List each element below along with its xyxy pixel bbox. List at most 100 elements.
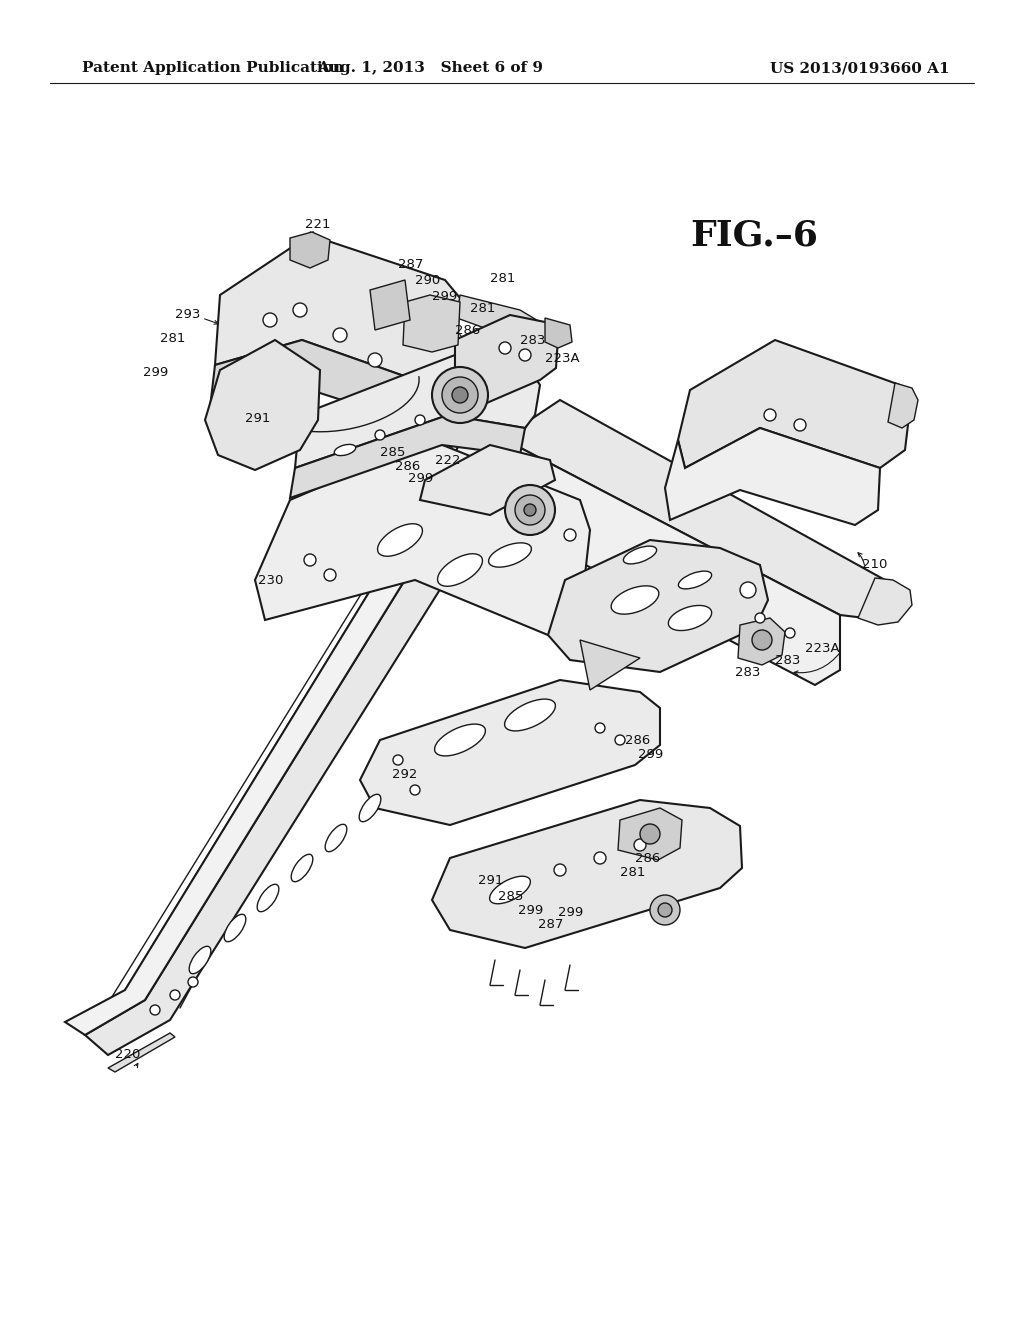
Circle shape <box>410 785 420 795</box>
Circle shape <box>740 582 756 598</box>
Text: Aug. 1, 2013   Sheet 6 of 9: Aug. 1, 2013 Sheet 6 of 9 <box>317 61 543 75</box>
Polygon shape <box>65 395 510 1035</box>
Polygon shape <box>210 341 438 430</box>
Text: 292: 292 <box>392 768 418 781</box>
Circle shape <box>764 409 776 421</box>
Circle shape <box>615 735 625 744</box>
Polygon shape <box>738 618 785 665</box>
Text: 281: 281 <box>470 301 496 314</box>
Circle shape <box>293 304 307 317</box>
Circle shape <box>785 628 795 638</box>
Polygon shape <box>858 578 912 624</box>
Text: 230: 230 <box>258 573 284 586</box>
Ellipse shape <box>291 854 312 882</box>
Polygon shape <box>545 318 572 348</box>
Text: Patent Application Publication: Patent Application Publication <box>82 61 344 75</box>
Ellipse shape <box>505 700 555 731</box>
Text: 210: 210 <box>862 558 888 572</box>
Circle shape <box>263 313 278 327</box>
Circle shape <box>368 352 382 367</box>
Text: 299: 299 <box>432 289 458 302</box>
Ellipse shape <box>624 546 656 564</box>
Ellipse shape <box>669 606 712 631</box>
Circle shape <box>452 387 468 403</box>
Polygon shape <box>888 383 918 428</box>
Polygon shape <box>108 1034 175 1072</box>
Circle shape <box>170 990 180 1001</box>
Polygon shape <box>295 355 540 469</box>
Polygon shape <box>205 341 319 470</box>
Ellipse shape <box>189 946 211 974</box>
Polygon shape <box>420 445 555 515</box>
Text: 281: 281 <box>490 272 515 285</box>
Text: 299: 299 <box>518 903 544 916</box>
Circle shape <box>188 977 198 987</box>
Text: 286: 286 <box>635 851 660 865</box>
Circle shape <box>554 865 566 876</box>
Polygon shape <box>215 235 460 388</box>
Text: 286: 286 <box>455 323 480 337</box>
Polygon shape <box>432 800 742 948</box>
Text: 220: 220 <box>115 1048 140 1061</box>
Polygon shape <box>85 411 540 1055</box>
Ellipse shape <box>326 824 347 851</box>
Circle shape <box>752 630 772 649</box>
Text: 222: 222 <box>435 454 461 466</box>
Text: 283: 283 <box>520 334 546 346</box>
Text: 286: 286 <box>395 459 420 473</box>
Ellipse shape <box>611 586 658 614</box>
Circle shape <box>594 851 606 865</box>
Text: 281: 281 <box>620 866 645 879</box>
Text: 281: 281 <box>160 331 185 345</box>
Text: 291: 291 <box>245 412 270 425</box>
Polygon shape <box>457 294 545 345</box>
Circle shape <box>150 1005 160 1015</box>
Polygon shape <box>548 540 768 672</box>
Circle shape <box>304 554 316 566</box>
Circle shape <box>755 612 765 623</box>
Ellipse shape <box>334 445 355 455</box>
Circle shape <box>505 484 555 535</box>
Polygon shape <box>290 414 525 498</box>
Circle shape <box>640 824 660 843</box>
Text: 287: 287 <box>538 917 563 931</box>
Polygon shape <box>665 428 880 525</box>
Polygon shape <box>403 294 460 352</box>
Circle shape <box>564 529 575 541</box>
Text: 285: 285 <box>498 890 523 903</box>
Polygon shape <box>360 680 660 825</box>
Circle shape <box>515 495 545 525</box>
Text: 286: 286 <box>625 734 650 747</box>
Circle shape <box>519 348 531 360</box>
Text: 299: 299 <box>142 366 168 379</box>
Polygon shape <box>490 445 840 685</box>
Ellipse shape <box>488 543 531 568</box>
Polygon shape <box>370 280 410 330</box>
Circle shape <box>432 367 488 422</box>
Circle shape <box>634 840 646 851</box>
Circle shape <box>324 569 336 581</box>
Ellipse shape <box>489 876 530 904</box>
Text: 223A: 223A <box>545 351 580 364</box>
Polygon shape <box>290 232 330 268</box>
Ellipse shape <box>257 884 279 912</box>
Text: 287: 287 <box>398 259 423 272</box>
Text: FIG.–6: FIG.–6 <box>690 218 818 252</box>
Polygon shape <box>580 640 640 690</box>
Circle shape <box>524 504 536 516</box>
Circle shape <box>333 327 347 342</box>
Ellipse shape <box>378 524 423 556</box>
Circle shape <box>595 723 605 733</box>
Circle shape <box>499 342 511 354</box>
Text: US 2013/0193660 A1: US 2013/0193660 A1 <box>770 61 950 75</box>
Text: 299: 299 <box>558 906 584 919</box>
Ellipse shape <box>678 572 712 589</box>
Polygon shape <box>455 315 558 405</box>
Circle shape <box>442 378 478 413</box>
Ellipse shape <box>224 915 246 941</box>
Circle shape <box>415 414 425 425</box>
Circle shape <box>460 403 470 413</box>
Text: 221: 221 <box>305 219 331 231</box>
Text: 290: 290 <box>415 273 440 286</box>
Circle shape <box>658 903 672 917</box>
